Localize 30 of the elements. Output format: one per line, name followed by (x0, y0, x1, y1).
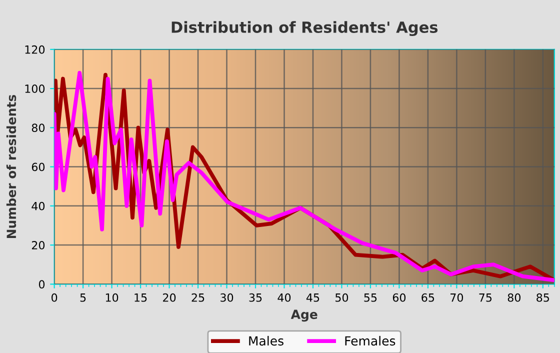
x-tick-label: 45 (306, 294, 320, 302)
x-tick-label: 80 (508, 293, 520, 302)
y-tick-label: 100 (25, 84, 45, 93)
x-tick-label: 5 (80, 294, 86, 302)
y-tick-label: 120 (25, 45, 45, 54)
x-tick-label: 30 (220, 293, 234, 302)
x-tick-label: 60 (392, 293, 406, 302)
x-tick-label: 85 (536, 293, 550, 302)
x-tick-label: 10 (106, 293, 118, 302)
y-axis-title: Number of residents (6, 94, 16, 238)
x-tick-label: 20 (163, 293, 176, 302)
x-tick-label: 50 (336, 293, 348, 302)
x-tick-label: 40 (278, 293, 291, 302)
chart-title: Distribution of Residents' Ages (172, 21, 438, 36)
y-tick-label: 40 (32, 202, 45, 210)
x-tick-label: 15 (134, 294, 147, 302)
x-tick-label: 70 (450, 293, 464, 302)
x-tick-label: 35 (249, 293, 262, 302)
x-tick-label: 75 (479, 294, 492, 302)
x-tick-label: 0 (52, 293, 58, 302)
y-tick-label: 20 (32, 241, 45, 250)
x-axis-title: Age (290, 310, 318, 322)
legend-label: Males (249, 336, 284, 346)
x-tick-label: 55 (364, 294, 377, 302)
y-tick-label: 0 (38, 280, 45, 289)
legend-label: Females (345, 336, 396, 346)
x-tick-label: 65 (422, 293, 434, 302)
y-tick-label: 80 (32, 124, 45, 132)
x-tick-label: 25 (192, 293, 204, 302)
y-tick-label: 60 (32, 162, 45, 172)
